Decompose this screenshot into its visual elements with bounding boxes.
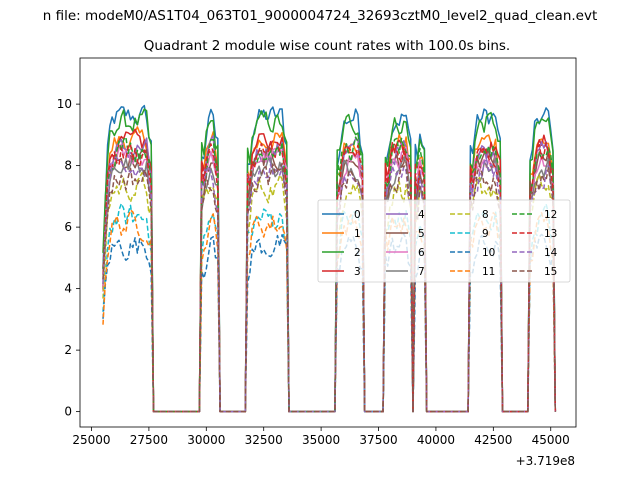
legend-item-9[interactable]: 9 — [450, 228, 489, 240]
x-tick-label: 45000 — [532, 433, 570, 447]
y-tick-label: 4 — [64, 282, 72, 296]
y-tick-label: 10 — [57, 97, 72, 111]
figure-suptitle: n file: modeM0/AS1T04_063T01_9000004724_… — [43, 8, 598, 24]
legend-item-6[interactable]: 6 — [386, 247, 425, 259]
series-line-14 — [102, 156, 557, 413]
legend-item-12[interactable]: 12 — [512, 209, 557, 221]
legend-item-10[interactable]: 10 — [450, 247, 495, 259]
legend-item-1[interactable]: 1 — [322, 228, 361, 240]
legend-item-11[interactable]: 11 — [450, 266, 495, 278]
legend-item-7[interactable]: 7 — [386, 266, 425, 278]
legend-label: 2 — [354, 247, 361, 259]
y-axis: 0 2 4 6 8 10 — [57, 97, 80, 419]
chart-title: Quadrant 2 module wise count rates with … — [144, 38, 510, 54]
legend-label: 8 — [482, 209, 489, 221]
legend-item-15[interactable]: 15 — [512, 266, 557, 278]
legend-item-8[interactable]: 8 — [450, 209, 489, 221]
legend-label: 12 — [544, 209, 557, 221]
legend-item-4[interactable]: 4 — [386, 209, 425, 221]
legend-item-2[interactable]: 2 — [322, 247, 361, 259]
y-tick-label: 8 — [64, 159, 72, 173]
x-tick-label: 30000 — [187, 433, 225, 447]
x-tick-label: 27500 — [130, 433, 168, 447]
legend-label: 10 — [482, 247, 495, 259]
legend-item-13[interactable]: 13 — [512, 228, 557, 240]
x-tick-label: 42500 — [474, 433, 512, 447]
legend-label: 0 — [354, 209, 361, 221]
x-tick-label: 40000 — [417, 433, 455, 447]
legend-label: 14 — [544, 247, 558, 259]
x-tick-label: 32500 — [245, 433, 283, 447]
x-tick-label: 37500 — [359, 433, 397, 447]
plot-frame — [79, 57, 577, 428]
y-tick-label: 0 — [64, 405, 72, 419]
legend-item-0[interactable]: 0 — [322, 209, 361, 221]
series-line-15 — [102, 161, 557, 413]
legend-frame — [317, 199, 571, 283]
legend-label: 15 — [544, 266, 557, 278]
series-line-7 — [102, 155, 557, 413]
y-tick-label: 2 — [64, 343, 72, 357]
legend-label: 1 — [354, 228, 361, 240]
legend-label: 6 — [418, 247, 425, 259]
legend-item-3[interactable]: 3 — [322, 266, 361, 278]
legend-label: 5 — [418, 228, 425, 240]
legend-item-5[interactable]: 5 — [386, 228, 425, 240]
legend-item-14[interactable]: 14 — [512, 247, 558, 259]
x-offset-label: +3.719e8 — [516, 454, 575, 468]
x-axis: 25000 27500 30000 32500 35000 37500 40000 42500… — [72, 427, 570, 447]
legend-label: 4 — [418, 209, 425, 221]
legend-label: 11 — [482, 266, 495, 278]
legend-label: 9 — [482, 228, 489, 240]
legend-label: 13 — [544, 228, 557, 240]
x-tick-label: 35000 — [302, 433, 340, 447]
legend-label: 7 — [418, 266, 425, 278]
x-tick-label: 25000 — [72, 433, 110, 447]
y-tick-label: 6 — [64, 220, 72, 234]
legend-label: 3 — [354, 266, 361, 278]
